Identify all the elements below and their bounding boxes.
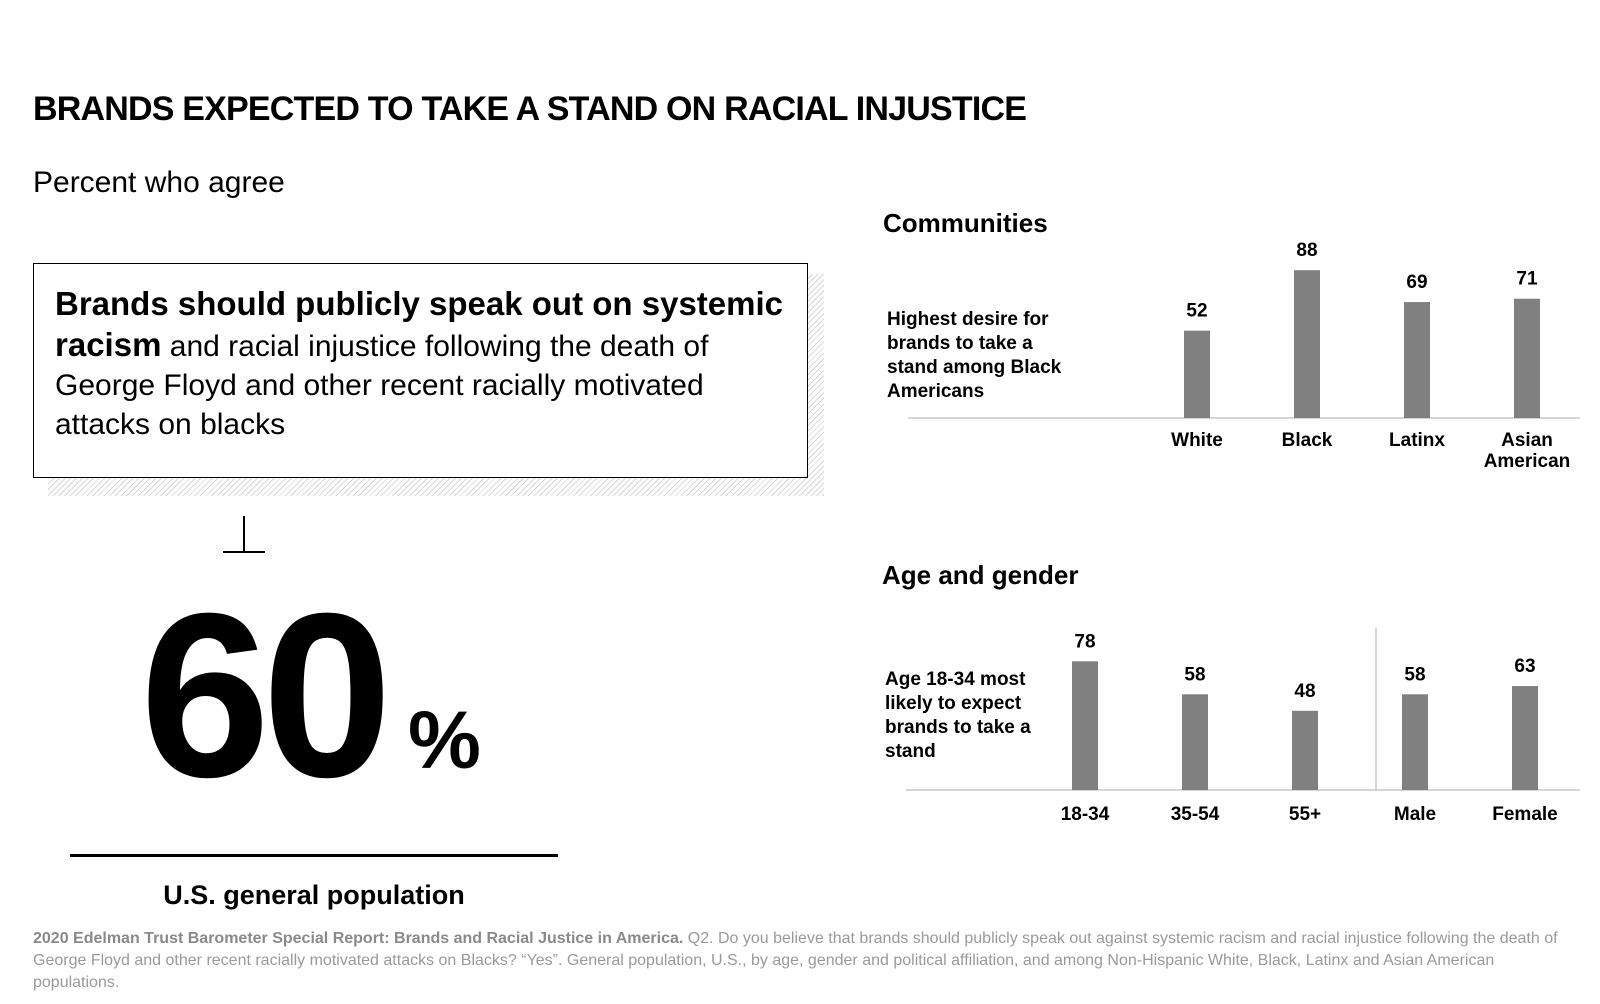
communities-bar xyxy=(1184,330,1210,418)
connector-line xyxy=(243,516,245,553)
age-gender-chart-title: Age and gender xyxy=(882,560,1079,590)
age-gender-bar xyxy=(1182,694,1208,790)
headline-stat-label: U.S. general population xyxy=(163,880,465,910)
age-gender-category-label: 35-54 xyxy=(1171,804,1220,825)
statement-box: Brands should publicly speak out on syst… xyxy=(33,263,808,478)
statement-text: and racial injustice following the death… xyxy=(55,330,709,441)
footnote: 2020 Edelman Trust Barometer Special Rep… xyxy=(33,928,1578,994)
age-gender-bar xyxy=(1512,686,1538,790)
age-gender-category-label: 55+ xyxy=(1289,804,1321,825)
communities-value-label: 69 xyxy=(1406,272,1427,293)
age-gender-chart-note: Age 18-34 most likely to expect brands t… xyxy=(885,669,1031,762)
communities-category-label: White xyxy=(1171,430,1223,451)
communities-category-label: Latinx xyxy=(1389,430,1445,451)
communities-value-label: 88 xyxy=(1296,240,1317,261)
age-gender-category-label: Male xyxy=(1394,804,1436,825)
communities-chart-note: Highest desire for brands to take a stan… xyxy=(887,309,1062,402)
communities-bar xyxy=(1404,302,1430,418)
communities-bar xyxy=(1514,298,1540,418)
age-gender-value-label: 63 xyxy=(1514,656,1535,677)
connector-base xyxy=(223,551,265,553)
age-gender-bar xyxy=(1402,694,1428,790)
communities-value-label: 52 xyxy=(1186,301,1207,322)
age-gender-bar xyxy=(1072,661,1098,790)
footnote-text: Q2. Do you believe that brands should pu… xyxy=(33,930,1558,991)
age-gender-value-label: 58 xyxy=(1184,664,1205,685)
age-gender-value-label: 48 xyxy=(1294,681,1315,702)
age-gender-category-label: Female xyxy=(1492,804,1557,825)
age-gender-value-label: 78 xyxy=(1074,631,1095,652)
age-gender-value-label: 58 xyxy=(1404,664,1425,685)
headline-stat-rule xyxy=(70,854,558,857)
statement-bold-text: Brands should publicly speak out on syst… xyxy=(55,285,783,363)
communities-bar xyxy=(1294,270,1320,418)
headline-stat-value: 60 xyxy=(140,564,392,826)
communities-value-label: 71 xyxy=(1516,269,1538,290)
communities-category-label: Black xyxy=(1282,430,1333,451)
age-gender-bar xyxy=(1292,710,1318,790)
communities-category-label: Asian American xyxy=(1484,430,1571,472)
page-title: BRANDS EXPECTED TO TAKE A STAND ON RACIA… xyxy=(33,90,1027,128)
age-gender-category-label: 18-34 xyxy=(1061,804,1110,825)
communities-chart-title: Communities xyxy=(883,208,1048,238)
page-subtitle: Percent who agree xyxy=(33,166,285,199)
headline-stat-unit: % xyxy=(408,695,481,786)
footnote-source: 2020 Edelman Trust Barometer Special Rep… xyxy=(33,930,684,947)
